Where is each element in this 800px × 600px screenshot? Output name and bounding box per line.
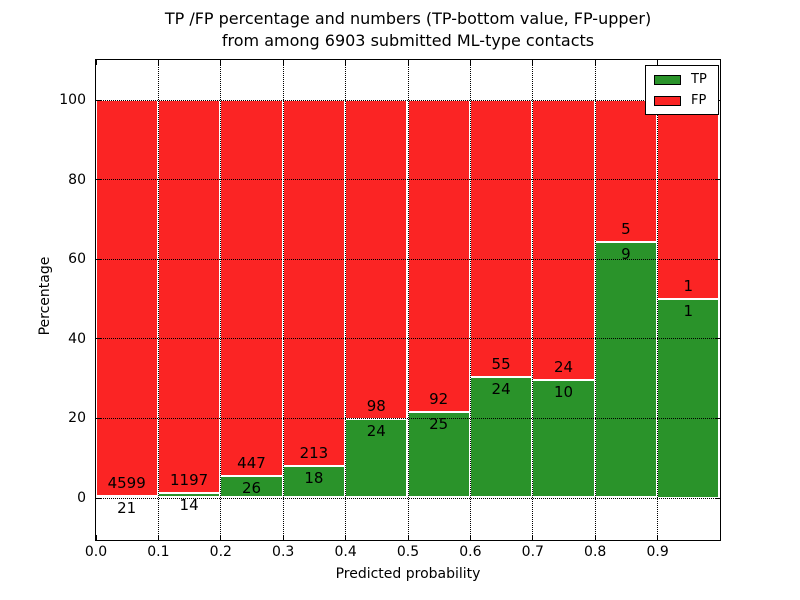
x-tick-mark <box>95 534 97 540</box>
bar-segment-tp <box>407 412 470 498</box>
x-tick-mark <box>469 534 471 540</box>
y-tick-label: 80 <box>68 171 86 188</box>
chart-title: TP /FP percentage and numbers (TP-bottom… <box>96 8 720 52</box>
x-tick-label: 0.4 <box>334 544 357 560</box>
y-tick-mark <box>95 258 101 260</box>
x-tick-label: 0.5 <box>396 544 420 560</box>
legend-item-tp: TP <box>654 73 710 86</box>
grid-line-vertical <box>469 59 471 540</box>
bar-segment-tp <box>469 376 533 498</box>
grid-line-horizontal <box>95 497 720 499</box>
x-tick-mark <box>594 534 596 540</box>
grid-line-vertical <box>657 59 659 540</box>
x-tick-mark <box>157 534 159 540</box>
y-axis-label: Percentage <box>37 256 53 336</box>
grid-line-vertical <box>220 59 222 540</box>
x-tick-mark-top <box>157 59 159 65</box>
y-tick-label: 40 <box>68 330 86 347</box>
y-tick-mark-right <box>714 258 720 260</box>
y-tick-mark <box>95 99 101 101</box>
legend-label-fp: FP <box>691 93 707 108</box>
y-tick-label: 20 <box>68 410 86 427</box>
y-tick-mark <box>95 338 101 340</box>
x-tick-label: 0.3 <box>272 544 295 560</box>
bar-segment-fp <box>469 99 533 377</box>
legend-label-tp: TP <box>691 72 707 87</box>
y-tick-mark <box>95 497 101 499</box>
bar-segment-tp <box>220 475 283 498</box>
x-tick-mark <box>407 534 409 540</box>
x-tick-mark-top <box>345 59 347 65</box>
x-tick-label: 0.7 <box>521 544 544 560</box>
legend-item-fp: FP <box>654 94 710 107</box>
bar-segment-fp <box>407 99 470 413</box>
x-tick-mark-top <box>469 59 471 65</box>
x-tick-label: 0.1 <box>147 544 170 560</box>
bar-segment-fp <box>95 99 158 496</box>
grid-line-horizontal <box>95 99 720 101</box>
grid-line-horizontal <box>95 417 720 419</box>
bar-segment-fp <box>657 99 720 299</box>
bar-segment-tp <box>282 466 346 498</box>
bar-segment-tp <box>657 298 720 498</box>
x-tick-label: 0.6 <box>459 544 482 560</box>
y-tick-label: 100 <box>59 92 86 108</box>
x-tick-mark-top <box>407 59 409 65</box>
tp-count-label: 21 <box>117 498 137 517</box>
y-tick-mark-right <box>714 417 720 419</box>
y-tick-label: 60 <box>68 251 86 268</box>
grid-line-horizontal <box>95 258 720 260</box>
y-tick-mark-right <box>714 179 720 181</box>
bar-segment-fp <box>594 99 658 242</box>
chart-title-line1: TP /FP percentage and numbers (TP-bottom… <box>164 9 652 28</box>
grid-line-vertical <box>282 59 284 540</box>
x-tick-mark-top <box>657 59 659 65</box>
bar-segment-tp <box>345 419 408 498</box>
x-tick-mark-top <box>282 59 284 65</box>
bar-segment-fp <box>532 99 595 381</box>
bar-segment-tp <box>95 495 158 498</box>
tp-color-swatch <box>654 74 681 85</box>
grid-line-vertical <box>407 59 409 540</box>
grid-line-vertical <box>157 59 159 540</box>
grid-line-vertical <box>345 59 347 540</box>
y-tick-mark-right <box>714 497 720 499</box>
x-tick-mark-top <box>532 59 534 65</box>
x-tick-label: 0.9 <box>646 544 669 560</box>
x-tick-mark <box>532 534 534 540</box>
bar-segment-fp <box>157 99 221 493</box>
x-tick-mark <box>345 534 347 540</box>
x-axis-label: Predicted probability <box>335 566 481 582</box>
x-tick-label: 0.0 <box>84 544 108 560</box>
tp-count-label: 14 <box>179 495 199 514</box>
grid-line-vertical <box>532 59 534 540</box>
x-tick-mark-top <box>220 59 222 65</box>
fp-color-swatch <box>654 95 681 106</box>
legend: TP FP <box>645 65 719 115</box>
chart-title-line2: from among 6903 submitted ML-type contac… <box>221 31 595 50</box>
bar-segment-fp <box>282 99 346 467</box>
grid-line-vertical <box>594 59 596 540</box>
x-tick-mark <box>220 534 222 540</box>
grid-line-horizontal <box>95 179 720 181</box>
y-tick-label: 0 <box>77 490 86 506</box>
bar-segment-tp <box>532 380 595 498</box>
x-tick-mark-top <box>95 59 97 65</box>
x-tick-label: 0.8 <box>584 544 607 560</box>
x-tick-mark <box>282 534 284 540</box>
grid-line-horizontal <box>95 338 720 340</box>
plot-area: 4599 21 1197 14 447 26 213 18 98 24 92 25 55 24 24 10 5 9… <box>94 58 721 541</box>
x-tick-mark <box>657 534 659 540</box>
y-tick-mark <box>95 179 101 181</box>
x-tick-label: 0.2 <box>209 544 232 560</box>
y-tick-mark <box>95 417 101 419</box>
bar-segment-tp <box>594 241 658 498</box>
x-tick-mark-top <box>594 59 596 65</box>
bar-segment-fp <box>220 99 283 476</box>
y-tick-mark-right <box>714 338 720 340</box>
